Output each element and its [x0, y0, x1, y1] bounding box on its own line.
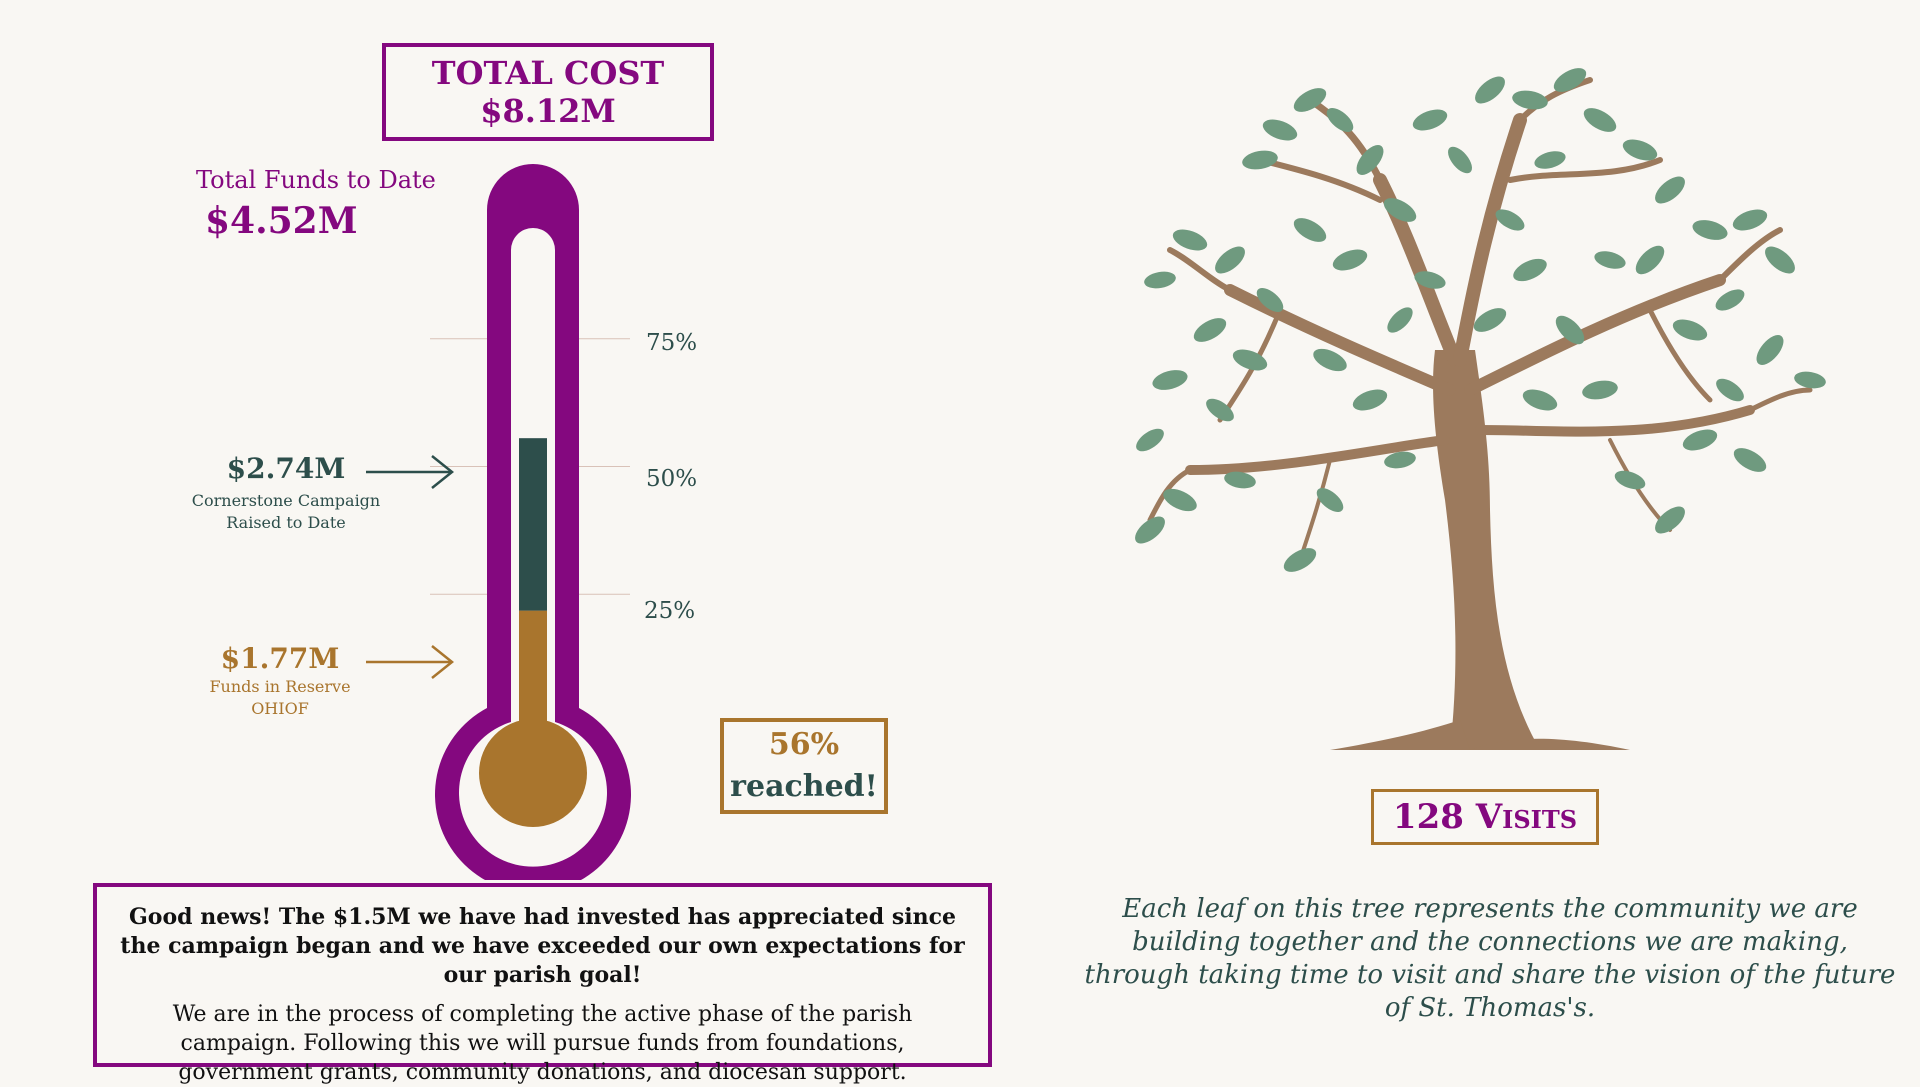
funds-to-date-value: $4.52M [205, 200, 358, 242]
percent-reached-box: 56% reached! [720, 718, 888, 814]
bar-reserve [519, 610, 547, 726]
tick-label-50: 50% [646, 466, 698, 492]
reserve-label-line1: Funds in Reserve [209, 677, 351, 696]
tick-label-75: 75% [646, 330, 698, 356]
campaign-label-line2: Raised to Date [226, 513, 346, 532]
percent-reached-value: 56% [768, 727, 840, 762]
tick-label-25: 25% [644, 598, 696, 624]
right-arrow-icon [366, 645, 455, 679]
visits-box: 128 Visits [1371, 789, 1599, 845]
news-body: We are in the process of completing the … [172, 1002, 913, 1085]
thermometer-chart [366, 164, 631, 880]
tree-illustration [1135, 68, 1826, 750]
total-cost-box: TOTAL COST $8.12M [382, 43, 714, 141]
reserve-label: Funds in Reserve OHIOF [170, 676, 390, 720]
news-box: Good news! The $1.5M we have had investe… [93, 883, 992, 1085]
visits-count: 128 Visits [1392, 797, 1578, 837]
tree-trunk [1330, 350, 1630, 750]
campaign-value: $2.74M [226, 452, 346, 485]
campaign-label-line1: Cornerstone Campaign [191, 491, 381, 510]
reserve-value: $1.77M [220, 642, 340, 675]
news-headline: Good news! The $1.5M we have had investe… [120, 904, 965, 988]
funds-to-date-label: Total Funds to Date [196, 166, 436, 194]
tree-leaves [1135, 68, 1826, 572]
total-cost-label: TOTAL COST [431, 54, 665, 92]
percent-reached-label: reached! [730, 769, 878, 804]
reserve-label-line2: OHIOF [251, 699, 309, 718]
bar-campaign [519, 438, 547, 611]
total-cost-value: $8.12M [480, 92, 616, 130]
tree-caption: Each leaf on this tree represents the co… [1084, 894, 1896, 1023]
campaign-label: Cornerstone Campaign Raised to Date [176, 490, 396, 534]
thermometer-bulb [479, 719, 587, 827]
right-arrow-icon [366, 455, 455, 489]
